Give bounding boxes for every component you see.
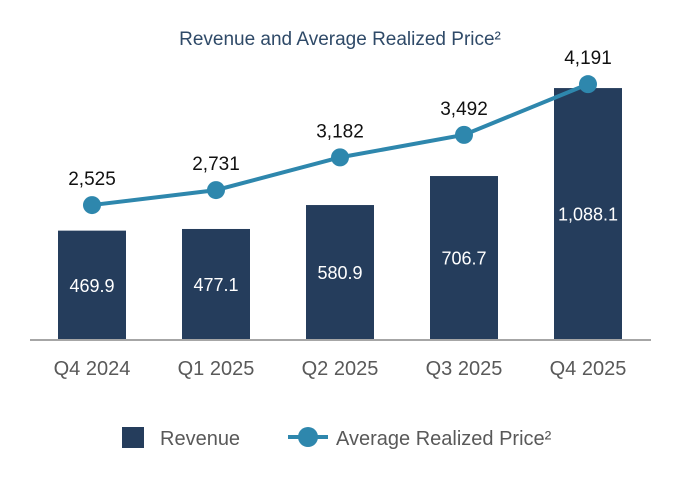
price-label: 2,731	[192, 154, 240, 175]
legend: Revenue Average Realized Price²	[122, 427, 552, 450]
legend-revenue-swatch	[122, 427, 144, 448]
revenue-bar	[554, 88, 622, 339]
revenue-bar-label: 706.7	[441, 249, 486, 269]
revenue-bar-label: 1,088.1	[558, 205, 618, 225]
price-point	[207, 181, 225, 200]
x-tick-label: Q4 2024	[54, 358, 131, 380]
revenue-bar	[58, 230, 126, 339]
price-label: 2,525	[68, 169, 116, 190]
price-label: 4,191	[564, 48, 612, 69]
revenue-bar	[182, 228, 250, 339]
price-line-path	[91, 82, 589, 208]
x-tick-labels: Q4 2024 Q1 2025 Q2 2025 Q3 2025 Q4 2025	[54, 358, 627, 380]
revenue-bar-label: 469.9	[69, 276, 114, 296]
price-label: 3,182	[316, 121, 364, 142]
x-tick-label: Q4 2025	[550, 358, 627, 380]
revenue-bar-label: 477.1	[193, 275, 238, 295]
price-line: 2,525 2,731 3,182 3,492 4,191	[68, 48, 612, 215]
bars: 469.9 477.1 580.9 706.7 1,088.1	[58, 88, 622, 339]
legend-price-label: Average Realized Price²	[336, 428, 552, 450]
revenue-bar-label: 580.9	[317, 263, 362, 283]
price-point	[83, 196, 101, 215]
x-tick-label: Q1 2025	[178, 358, 255, 380]
legend-price-marker	[298, 427, 318, 447]
revenue-bar	[430, 176, 498, 339]
price-point	[455, 125, 473, 144]
x-tick-label: Q2 2025	[302, 358, 379, 380]
price-point	[579, 75, 597, 94]
price-label: 3,492	[440, 99, 488, 120]
x-tick-label: Q3 2025	[426, 358, 503, 380]
legend-revenue-label: Revenue	[160, 428, 240, 450]
chart-title: Revenue and Average Realized Price²	[179, 29, 501, 50]
revenue-bar	[306, 205, 374, 339]
price-point	[331, 148, 349, 167]
